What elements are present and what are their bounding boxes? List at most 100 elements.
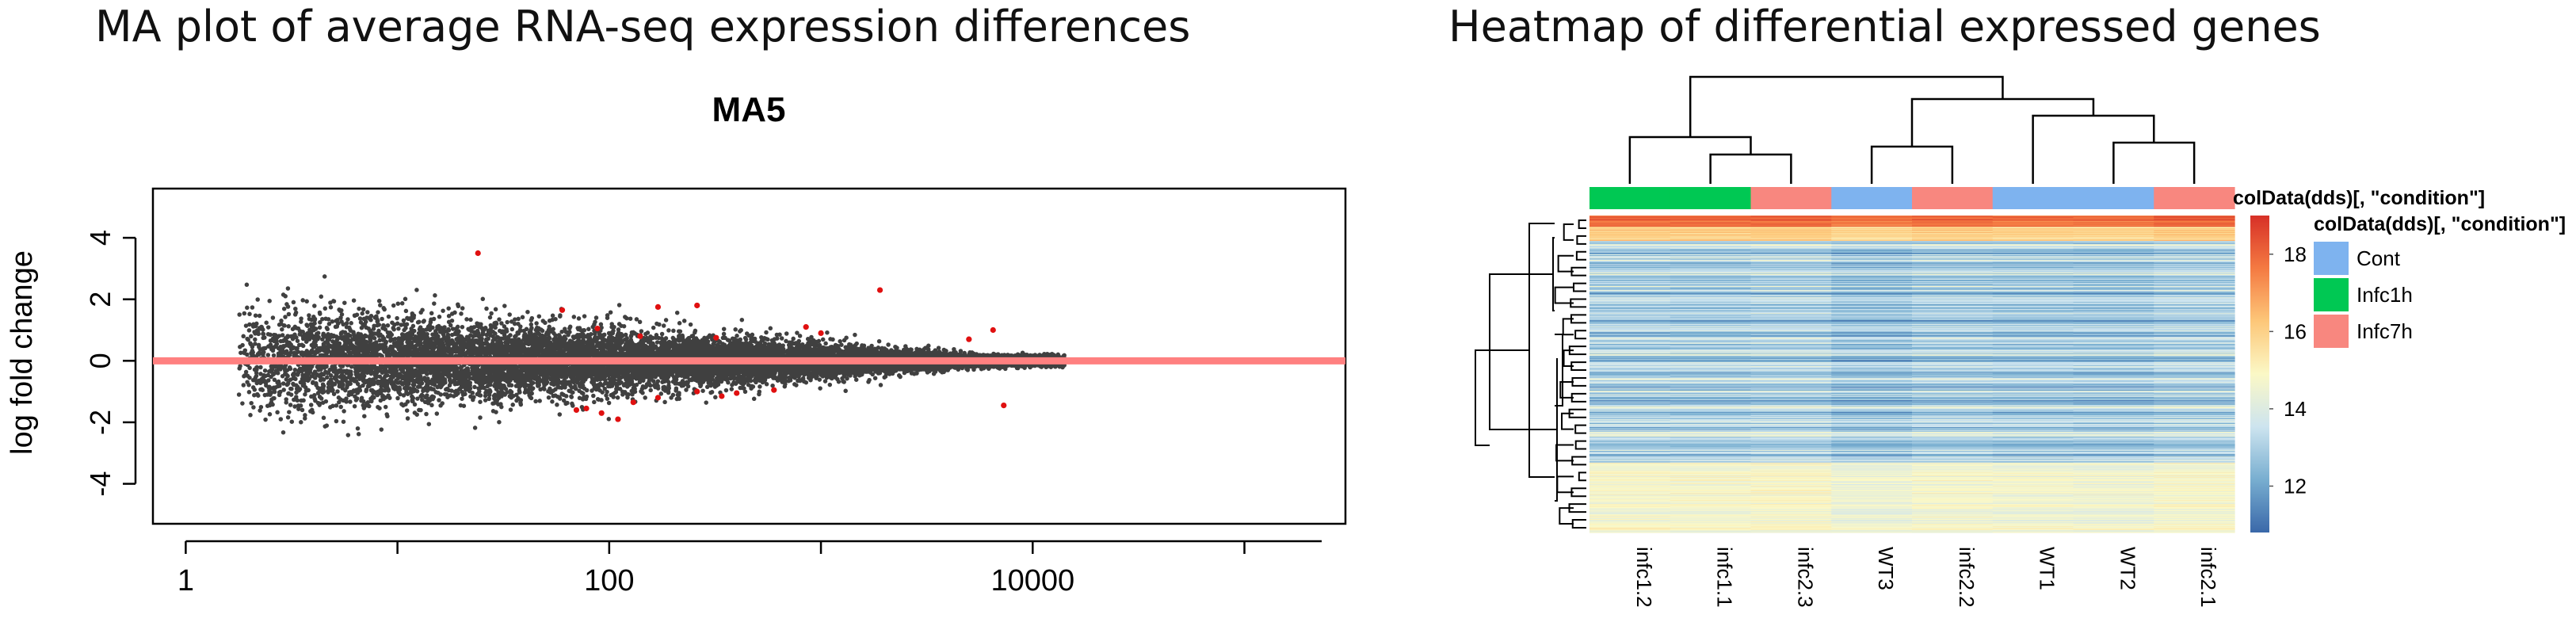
heatmap-cell bbox=[2154, 258, 2235, 259]
heatmap-cell bbox=[2073, 283, 2154, 284]
heatmap-cell bbox=[1670, 351, 1752, 353]
heatmap-cell bbox=[1912, 485, 1994, 487]
heatmap-cell bbox=[1670, 247, 1752, 249]
heatmap-cell bbox=[1670, 385, 1752, 387]
heatmap-cell bbox=[1670, 219, 1752, 220]
heatmap-cell bbox=[2073, 381, 2154, 383]
heatmap-cell bbox=[1589, 464, 1671, 465]
heatmap-cell bbox=[1750, 457, 1832, 459]
heatmap-cell bbox=[2073, 466, 2154, 468]
heatmap-cell bbox=[2073, 427, 2154, 429]
heatmap-cell bbox=[1589, 414, 1671, 415]
heatmap-cell bbox=[2073, 287, 2154, 288]
heatmap-cell bbox=[2154, 374, 2235, 376]
heatmap-cell bbox=[1831, 359, 1913, 361]
row-dendrogram-branch bbox=[1528, 223, 1555, 478]
heatmap-cell bbox=[2073, 315, 2154, 316]
heatmap-cell bbox=[1589, 427, 1671, 429]
heatmap-cell bbox=[1912, 399, 1994, 401]
column-label: WT2 bbox=[2116, 547, 2139, 590]
heatmap-cell bbox=[1912, 229, 1994, 231]
heatmap-cell bbox=[2154, 385, 2235, 387]
heatmap-cell bbox=[2073, 246, 2154, 247]
heatmap-cell bbox=[1670, 499, 1752, 501]
heatmap-cell bbox=[1992, 489, 2074, 490]
heatmap-cell bbox=[1912, 385, 1994, 387]
significant-point bbox=[559, 307, 566, 313]
heatmap-cell bbox=[1912, 380, 1994, 382]
heatmap-cell bbox=[1992, 451, 2074, 452]
heatmap-cell bbox=[1912, 247, 1994, 249]
heatmap-cell bbox=[1992, 471, 2074, 473]
heatmap-cell bbox=[1992, 306, 2074, 307]
heatmap-cell bbox=[1670, 265, 1752, 267]
heatmap-cell bbox=[1912, 471, 1994, 472]
heatmap-cell bbox=[2154, 334, 2235, 336]
heatmap-cell bbox=[1589, 366, 1671, 368]
heatmap-cell bbox=[1670, 248, 1752, 250]
heatmap-cell bbox=[2073, 229, 2154, 231]
heatmap-cell bbox=[1589, 311, 1671, 312]
heatmap-cell bbox=[2154, 449, 2235, 450]
heatmap-cell bbox=[1589, 217, 1671, 219]
heatmap-cell bbox=[1912, 510, 1994, 511]
heatmap-cell bbox=[1589, 372, 1671, 374]
heatmap-cell bbox=[1831, 483, 1913, 484]
heatmap-cell bbox=[1912, 447, 1994, 449]
heatmap-cell bbox=[2073, 354, 2154, 356]
heatmap-cell bbox=[1750, 418, 1832, 420]
heatmap-cell bbox=[1750, 323, 1832, 324]
heatmap-cell bbox=[1750, 235, 1832, 237]
heatmap-cell bbox=[2073, 506, 2154, 508]
heatmap-cell bbox=[2154, 522, 2235, 524]
heatmap-cell bbox=[1589, 342, 1671, 343]
heatmap-cell bbox=[1750, 527, 1832, 529]
heatmap-cell bbox=[1992, 269, 2074, 271]
heatmap-cell bbox=[1750, 262, 1832, 264]
heatmap-cell bbox=[1589, 307, 1671, 308]
heatmap-cell bbox=[1589, 371, 1671, 372]
heatmap-cell bbox=[1831, 300, 1913, 302]
heatmap-cell bbox=[2073, 502, 2154, 503]
heatmap-cell bbox=[1670, 365, 1752, 367]
heatmap-cell bbox=[1831, 316, 1913, 318]
heatmap-cell bbox=[1992, 229, 2074, 231]
heatmap-cell bbox=[1831, 426, 1913, 427]
heatmap-cell bbox=[1589, 226, 1671, 227]
heatmap-cell bbox=[1670, 225, 1752, 227]
heatmap-cell bbox=[1589, 468, 1671, 470]
heatmap-cell bbox=[1992, 216, 2074, 218]
heatmap-cell bbox=[2073, 395, 2154, 396]
heatmap-cell bbox=[1912, 369, 1994, 371]
heatmap-cell bbox=[2073, 390, 2154, 391]
heatmap-cell bbox=[1831, 330, 1913, 332]
heatmap-cell bbox=[1670, 418, 1752, 419]
heatmap-cell bbox=[2073, 452, 2154, 454]
heatmap-cell bbox=[1912, 296, 1994, 298]
heatmap-cell bbox=[1589, 291, 1671, 292]
heatmap-cell bbox=[1589, 299, 1671, 300]
heatmap-cell bbox=[1992, 416, 2074, 418]
heatmap-cell bbox=[1589, 368, 1671, 369]
significant-point bbox=[583, 405, 590, 412]
significant-point bbox=[630, 399, 636, 406]
heatmap-cell bbox=[1589, 412, 1671, 414]
heatmap-cell bbox=[2154, 483, 2235, 485]
heatmap-cell bbox=[1670, 367, 1752, 368]
annotation-cell bbox=[2073, 187, 2154, 209]
heatmap-cell bbox=[1670, 453, 1752, 455]
heatmap-cell bbox=[2154, 401, 2235, 403]
heatmap-cell bbox=[1750, 502, 1832, 503]
heatmap-cell bbox=[1589, 302, 1671, 303]
heatmap-cell bbox=[1589, 315, 1671, 316]
heatmap-cell bbox=[1912, 407, 1994, 408]
heatmap-cell bbox=[1831, 484, 1913, 486]
heatmap-cell bbox=[1750, 291, 1832, 292]
heatmap-cell bbox=[1912, 465, 1994, 467]
heatmap-cell bbox=[1670, 434, 1752, 436]
heatmap-cell bbox=[1912, 235, 1994, 237]
heatmap-cell bbox=[1912, 236, 1994, 238]
heatmap-cell bbox=[1912, 403, 1994, 404]
heatmap-cell bbox=[1912, 316, 1994, 318]
heatmap-cell bbox=[2154, 383, 2235, 384]
